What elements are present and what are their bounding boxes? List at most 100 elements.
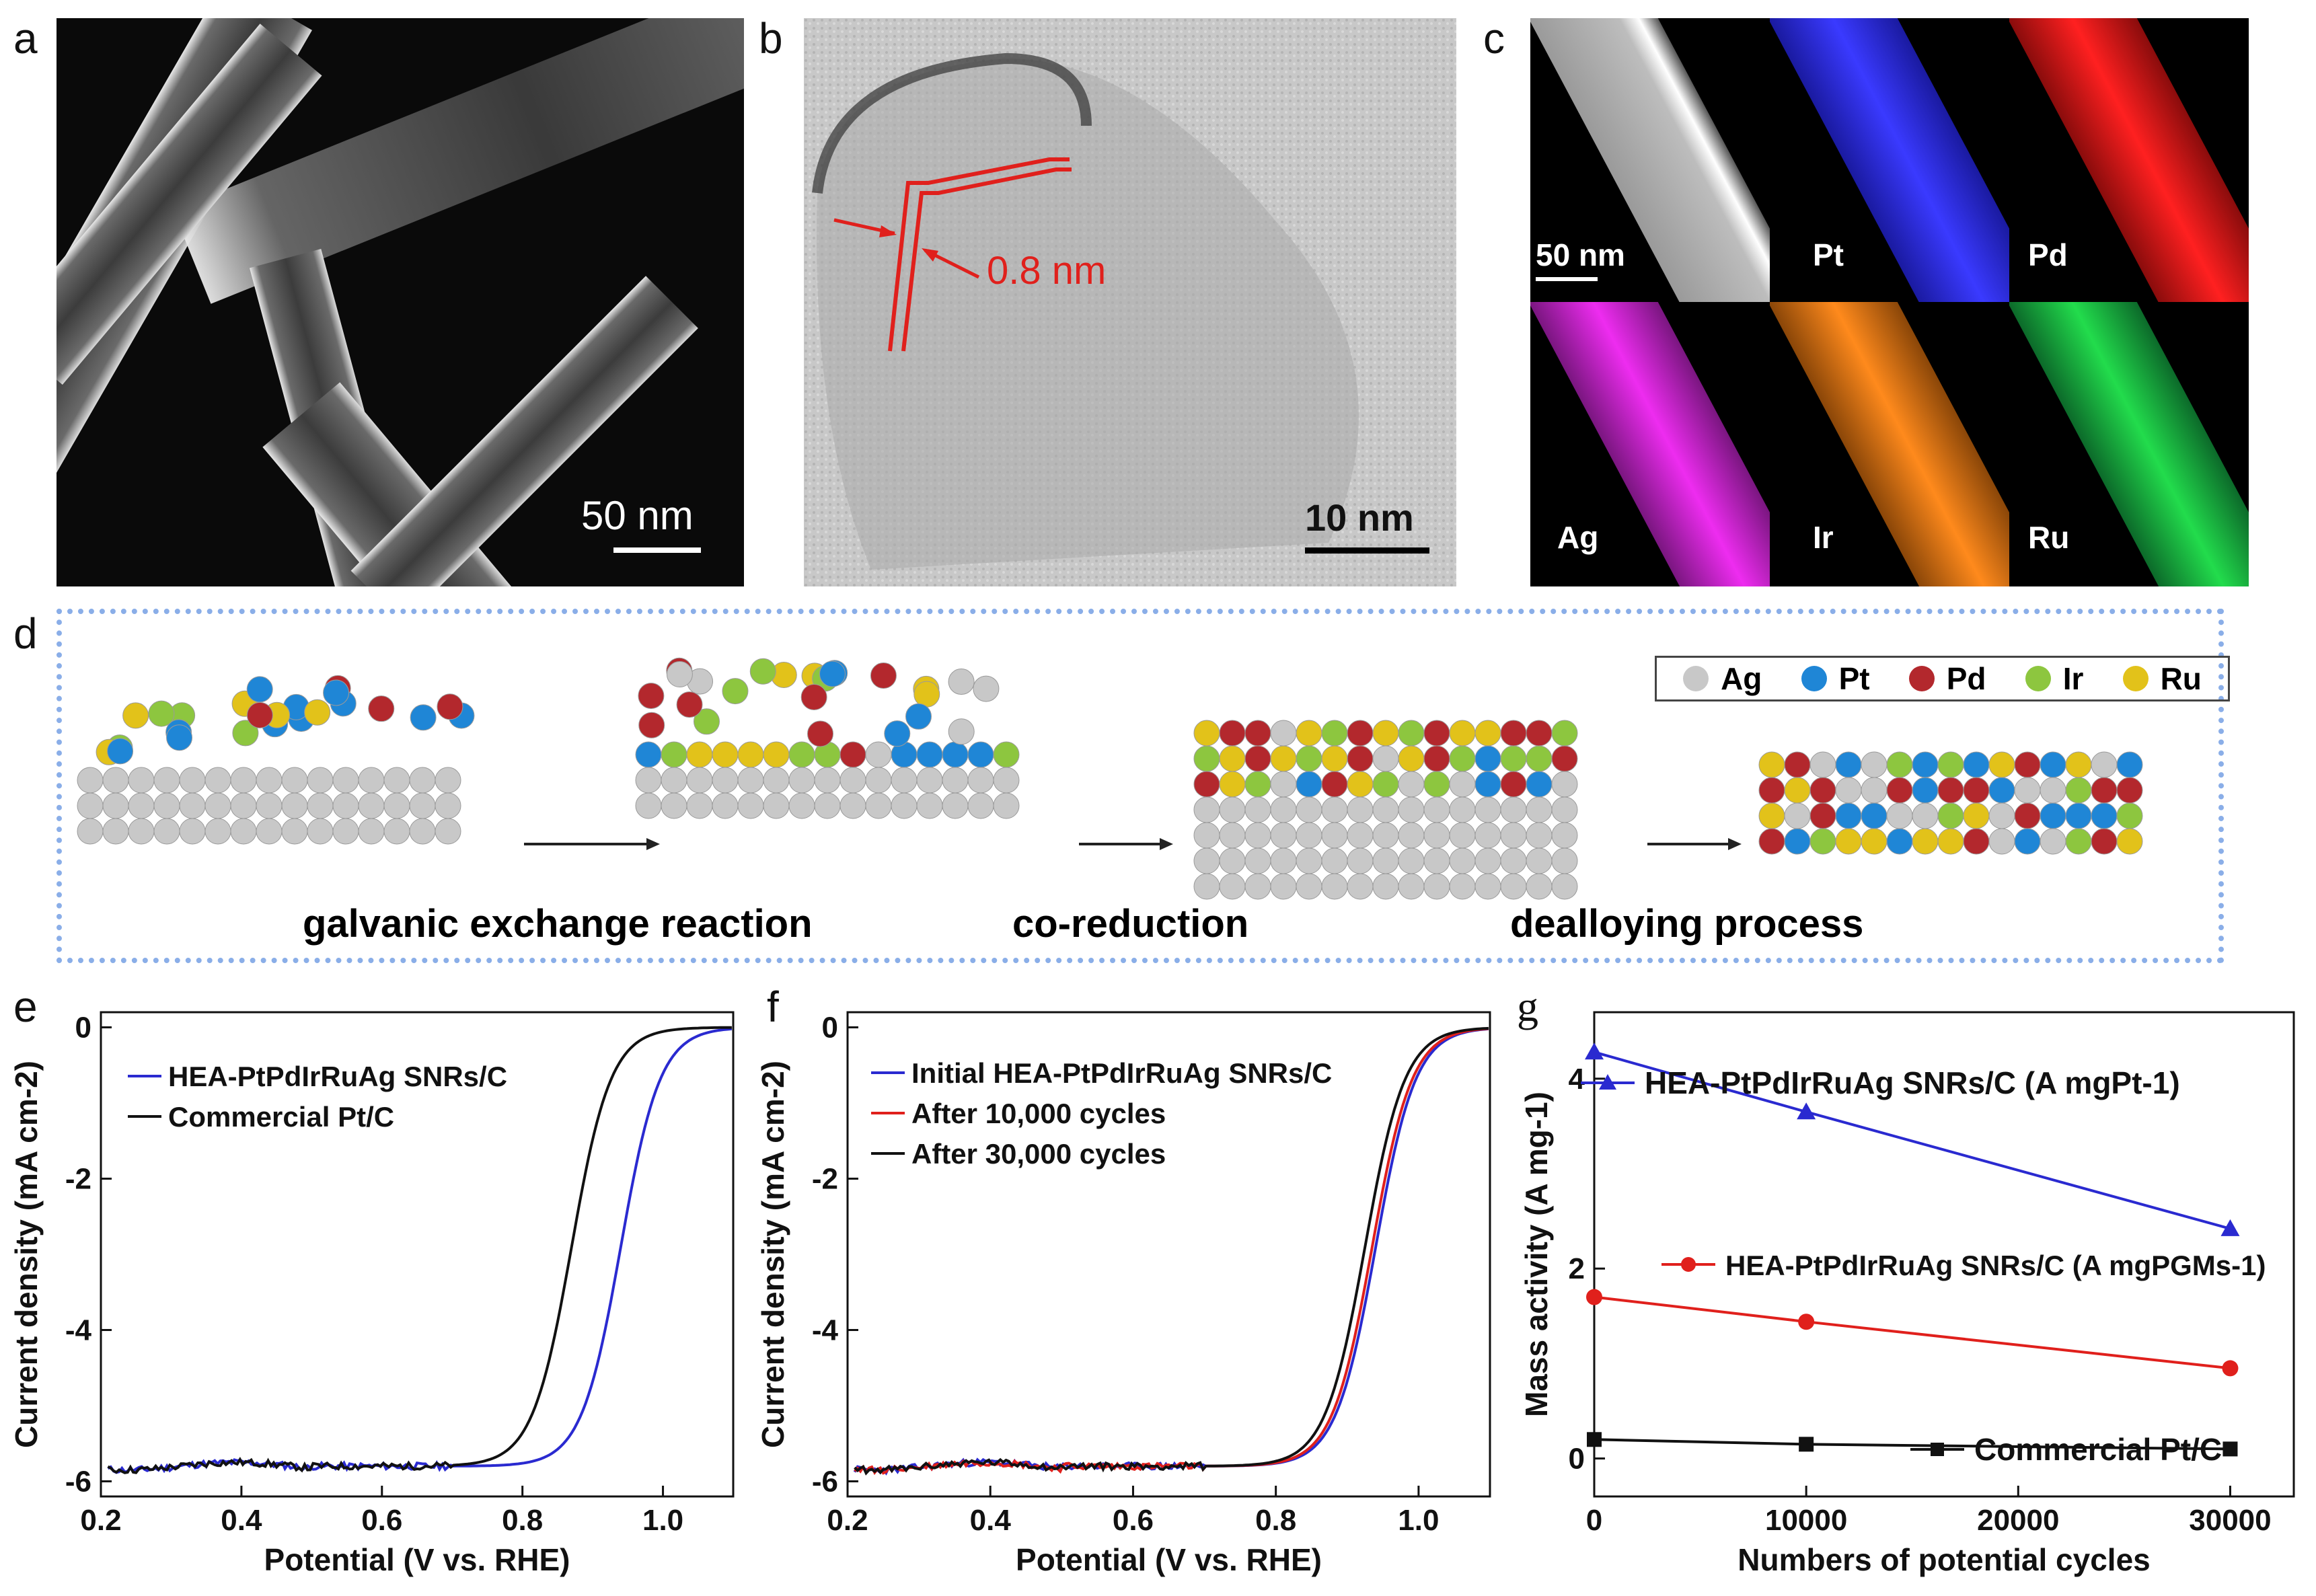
ag-atom [332,818,359,845]
panel-c-eds-maps: 50 nm Pt Pd Ag Ir Ru [1530,18,2249,586]
solution-atom [304,699,331,726]
ag-atom [865,767,892,794]
ag-atom [788,792,815,819]
alloy-atom [1861,751,1888,778]
chart-g-mass-activity: 0 10000 20000 30000 0 2 4 Numbers of potential … [1519,1011,2295,1577]
tem-illustration [804,18,1456,586]
alloy-atom [1988,828,2015,855]
ag-atom [712,792,739,819]
alloy-atom [1937,751,1964,778]
ag-atom [635,767,662,794]
alloy-atom [1270,771,1297,798]
alloy-atom [2040,777,2066,804]
alloy-atom [1784,828,1811,855]
solution-atom [913,681,940,708]
alloy-atom [1423,720,1450,747]
ag-atom [409,792,436,819]
legend-label: Initial HEA-PtPdIrRuAg SNRs/C [911,1057,1332,1089]
legend-dot-ru [2122,666,2149,691]
y-tick-label: 4 [1569,1063,1585,1096]
solution-atom [323,679,350,706]
x-axis-label: Potential (V vs. RHE) [1016,1542,1322,1577]
chart-f-durability-lsv: 0.2 0.4 0.6 0.8 1.0 0 -2 -4 -6 Potential (V vs. R… [755,1011,1491,1577]
panel-b-tem-image: 0.8 nm 10 nm [804,18,1456,586]
x-tick-label: 0.4 [221,1504,262,1537]
alloy-atom [2065,828,2092,855]
step-label-dealloying: dealloying process [1510,902,1864,946]
solution-atom [410,704,437,731]
y-tick-label: -2 [812,1163,838,1196]
y-tick-label: 0 [75,1012,91,1044]
ag-atom [1551,847,1578,874]
ag-atom [358,767,385,794]
solution-atom [122,702,149,729]
ag-atom [383,792,410,819]
ag-atom [383,818,410,845]
alloy-atom [1398,745,1425,772]
ag-atom [737,792,764,819]
eds-label-ru: Ru [2028,520,2070,555]
legend-item-ir: Ir [2025,660,2083,697]
ag-atom [230,818,257,845]
alloy-atom [2065,751,2092,778]
data-point [1797,1102,1816,1120]
plot-frame [100,1011,735,1498]
alloy-atom [916,741,943,768]
ag-atom [1423,847,1450,874]
data-point [1799,1437,1814,1452]
scale-bar-b-line [1305,547,1429,554]
haadf-map [1530,18,1770,302]
ag-atom [1526,847,1553,874]
ag-atom [1347,847,1374,874]
alloy-atom [1449,796,1476,823]
ag-atom [1449,873,1476,900]
alloy-atom [763,741,790,768]
panel-letter-a: a [13,14,38,63]
solution-atom [749,658,776,685]
x-tick-label: 0.6 [361,1504,402,1537]
ag-atom [993,792,1020,819]
ag-map [1530,302,1770,586]
panel-letter-d: d [13,609,38,658]
y-tick-label: -4 [65,1314,92,1347]
alloy-atom [1296,771,1322,798]
data-point [2220,1219,2240,1236]
ag-atom [1244,873,1271,900]
alloy-atom [1551,771,1578,798]
ag-atom [204,767,231,794]
ag-atom [77,818,104,845]
alloy-atom [1270,822,1297,849]
process-arrow [1079,838,1173,850]
ag-atom [102,767,129,794]
y-axis-label: Mass activity (A mg-1) [1519,1092,1554,1417]
alloy-atom [1347,720,1374,747]
ag-atom [153,818,180,845]
ag-atom [967,767,994,794]
solution-atom [437,693,463,720]
alloy-atom [1963,828,1990,855]
ag-atom [1321,873,1348,900]
legend-dot-ag [1683,666,1709,691]
x-tick-label: 0.8 [1255,1504,1296,1537]
alloy-atom [942,741,969,768]
ag-atom [1398,873,1425,900]
ag-atom [128,767,155,794]
alloy-atom [1372,796,1399,823]
alloy-atom [1219,745,1246,772]
solution-atom [368,695,395,722]
alloy-atom [1912,751,1939,778]
alloy-atom [1474,822,1501,849]
solution-atom [905,703,932,730]
alloy-atom [2014,751,2041,778]
plot-frame [846,1011,1491,1498]
alloy-atom [1912,802,1939,829]
eds-label-ir: Ir [1813,520,1834,555]
ag-atom [661,792,687,819]
alloy-atom [1500,720,1527,747]
ag-atom [383,767,410,794]
ag-atom [256,792,283,819]
ag-atom [814,767,841,794]
ag-atom [1449,847,1476,874]
ag-atom [128,818,155,845]
ag-atom [763,792,790,819]
